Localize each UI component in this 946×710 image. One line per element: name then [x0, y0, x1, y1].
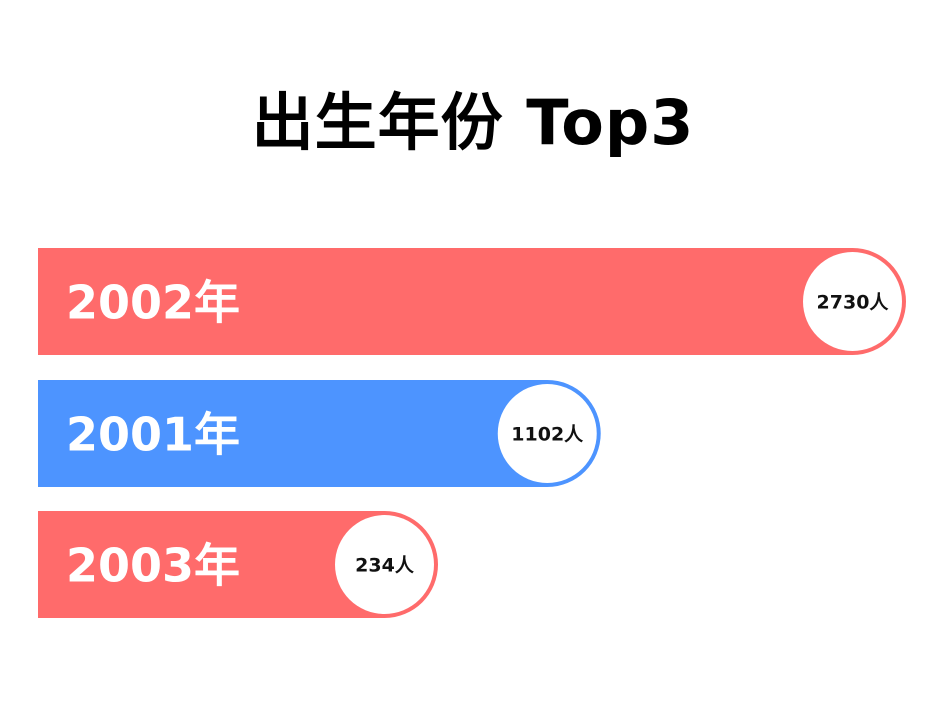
bar-1: [38, 380, 601, 487]
chart-title: 出生年份 Top3: [251, 86, 695, 159]
category-label-2: 2003年: [66, 539, 240, 593]
category-label-0: 2002年: [66, 276, 240, 330]
value-label-0: 2730人: [817, 292, 890, 314]
value-badge-2: [335, 515, 434, 614]
category-label-1: 2001年: [66, 408, 240, 462]
value-badge-1: [497, 384, 597, 483]
value-badge-0: [803, 252, 902, 351]
bar-0: [38, 248, 906, 355]
bar-2: [38, 511, 439, 618]
value-label-1: 1102人: [511, 424, 584, 446]
value-label-2: 234人: [355, 555, 415, 577]
